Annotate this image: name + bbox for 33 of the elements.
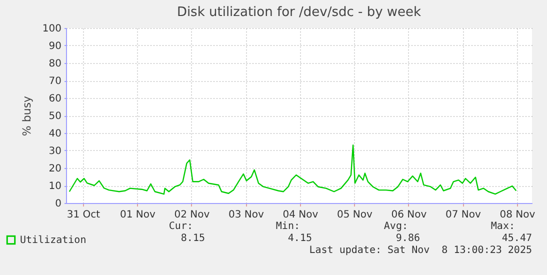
text: Cur: <box>168 221 193 232</box>
y-tick-label: 60 <box>48 94 62 104</box>
y-tick-label: 90 <box>48 41 62 52</box>
text: 8.15 <box>180 233 205 244</box>
x-tick-label: 03 Nov <box>228 210 264 220</box>
y-tick-label: 50 <box>48 111 62 122</box>
y-tick-label: 80 <box>48 58 62 70</box>
x-tick-label: 05 Nov <box>336 210 372 220</box>
text: 45.47 <box>502 233 532 244</box>
x-tick-label: 02 Nov <box>174 210 210 220</box>
y-tick-label: 40 <box>48 128 62 140</box>
x-tick-label: 31 Oct <box>66 210 100 220</box>
text: Max: <box>490 221 515 232</box>
y-tick-label: 20 <box>48 164 62 174</box>
chart-title: Disk utilization for /dev/sdc - by week <box>176 5 422 20</box>
text: 9.86 <box>396 233 420 244</box>
y-tick-label: 0 <box>55 198 62 210</box>
y-tick-label: 30 <box>48 146 62 157</box>
y-tick-label: 100 <box>42 24 62 34</box>
text: Min: <box>276 221 300 232</box>
y-tick-label: 10 <box>48 181 62 192</box>
text: Last update: Sat Nov 8 13:00:23 2025 <box>309 245 532 256</box>
x-tick-label: 01 Nov <box>120 210 156 220</box>
x-tick-label: 07 Nov <box>445 210 481 220</box>
text: Avg: <box>384 221 408 232</box>
x-tick-label: 06 Nov <box>391 210 427 220</box>
legend-label: Utilization <box>20 235 86 246</box>
x-tick-label: 04 Nov <box>282 210 318 220</box>
line-series <box>68 144 517 195</box>
y-axis-title: % busy <box>20 95 34 136</box>
y-tick-label: 70 <box>48 76 62 87</box>
text: 4.15 <box>288 233 312 244</box>
x-tick-label: 08 Nov <box>500 210 536 220</box>
